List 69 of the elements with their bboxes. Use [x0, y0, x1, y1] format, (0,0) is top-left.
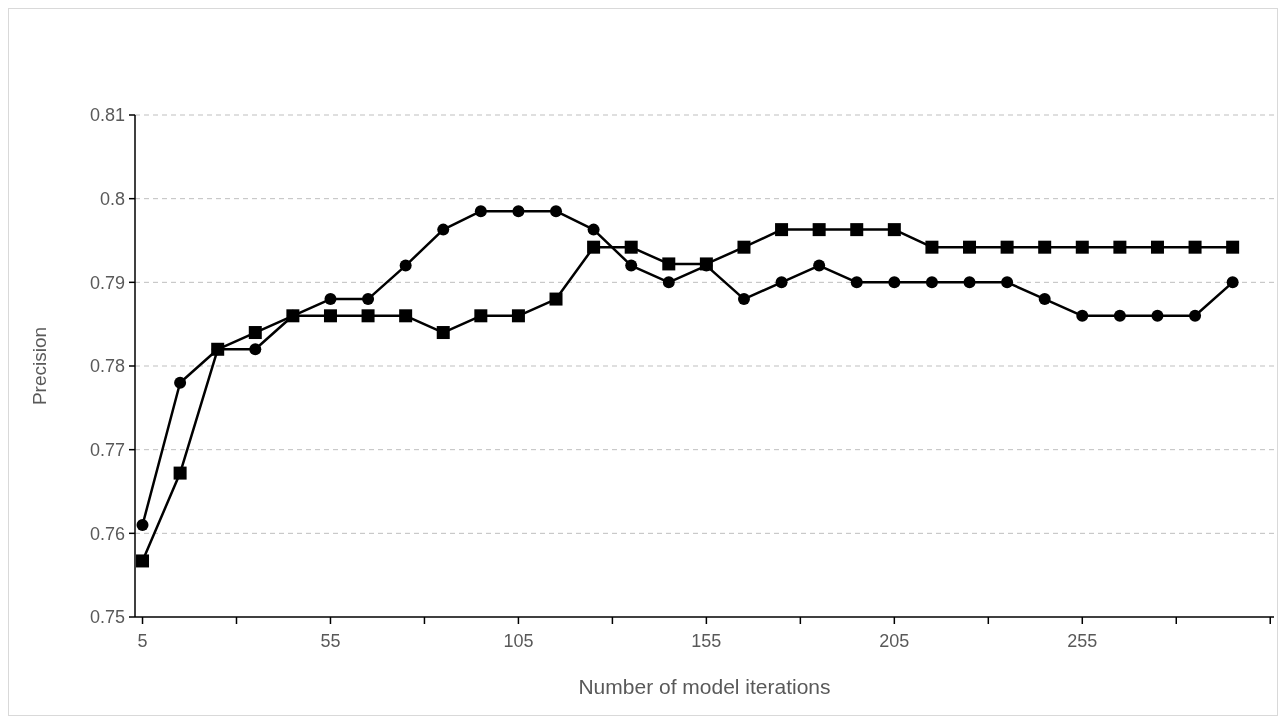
- point: [1113, 240, 1127, 254]
- point: [362, 293, 375, 306]
- point: [136, 518, 149, 531]
- point: [963, 240, 977, 254]
- point: [1150, 240, 1164, 254]
- point: [888, 276, 901, 289]
- point: [1113, 309, 1126, 322]
- x-tick-label: 55: [320, 631, 341, 651]
- point: [1151, 309, 1164, 322]
- point: [775, 223, 789, 237]
- point: [249, 343, 262, 356]
- point: [399, 259, 412, 272]
- point: [474, 309, 488, 323]
- y-tick-label: 0.77: [89, 439, 125, 460]
- point: [474, 205, 487, 218]
- point: [1075, 240, 1089, 254]
- point: [324, 293, 337, 306]
- point: [1001, 276, 1014, 289]
- point: [136, 554, 150, 568]
- point: [174, 376, 187, 389]
- point: [323, 309, 337, 323]
- point: [737, 293, 750, 306]
- y-axis-title: Precision: [29, 326, 50, 406]
- point: [662, 257, 676, 271]
- point: [1038, 293, 1051, 306]
- point: [1076, 309, 1089, 322]
- y-tick-label: 0.78: [89, 356, 125, 377]
- point: [361, 309, 375, 323]
- point: [775, 276, 788, 289]
- x-tick-label: 255: [1067, 631, 1098, 651]
- x-axis-title: Number of model iterations: [578, 675, 831, 698]
- point: [737, 240, 751, 254]
- point: [925, 276, 938, 289]
- point: [813, 259, 826, 272]
- point: [850, 276, 863, 289]
- point: [511, 309, 525, 323]
- point: [1188, 240, 1202, 254]
- point: [963, 276, 976, 289]
- point: [887, 223, 901, 237]
- point: [662, 276, 675, 289]
- point: [173, 466, 187, 480]
- x-tick-label: 105: [503, 631, 534, 651]
- point: [1000, 240, 1014, 254]
- x-tick-label: 205: [879, 631, 910, 651]
- point: [850, 223, 864, 237]
- point: [1038, 240, 1052, 254]
- point: [587, 240, 601, 254]
- point: [550, 205, 563, 218]
- x-tick-label: 155: [691, 631, 722, 651]
- y-tick-label: 0.8: [99, 188, 125, 209]
- y-tick-label: 0.75: [89, 607, 125, 628]
- point: [812, 223, 826, 237]
- point: [248, 326, 262, 340]
- point: [1189, 309, 1202, 322]
- point: [512, 205, 525, 218]
- point: [436, 326, 450, 340]
- point: [549, 292, 563, 306]
- point: [399, 309, 413, 323]
- point: [925, 240, 939, 254]
- point: [624, 240, 638, 254]
- y-tick-label: 0.79: [89, 272, 125, 293]
- y-tick-label: 0.76: [89, 523, 125, 544]
- point: [1226, 240, 1240, 254]
- point: [625, 259, 638, 272]
- y-tick-label: 0.81: [89, 105, 125, 126]
- point: [1226, 276, 1239, 289]
- point: [437, 223, 450, 236]
- x-tick-label: 5: [137, 631, 148, 651]
- point: [587, 223, 600, 236]
